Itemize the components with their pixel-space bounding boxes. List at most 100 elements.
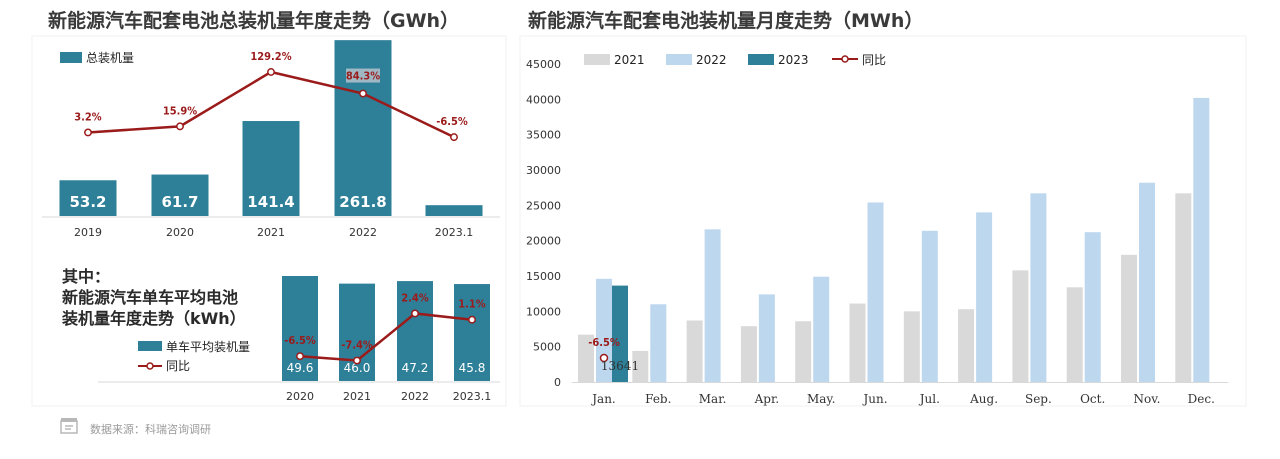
x-tick-label: 2022 — [349, 226, 377, 239]
bar-avg-label: 46.0 — [344, 361, 371, 375]
x-tick-label-month: Oct. — [1080, 392, 1105, 406]
x-tick-label-sub: 2021 — [343, 390, 371, 403]
yoy-label-sub: 2.4% — [401, 291, 429, 304]
bar-month-2021 — [578, 334, 594, 382]
yoy-point — [450, 133, 458, 142]
x-tick-label-month: Nov. — [1134, 392, 1161, 406]
bar-month-2022 — [1084, 232, 1101, 382]
bar-total — [242, 121, 300, 216]
y-tick-label: 45000 — [526, 58, 561, 71]
x-tick-label-month: Jun. — [861, 392, 887, 406]
bar-total — [425, 205, 483, 216]
y-tick-label: 40000 — [526, 93, 561, 106]
bar-avg-label: 49.6 — [287, 361, 314, 375]
x-tick-label-month: Apr. — [754, 392, 780, 406]
bar-month-2021 — [1066, 287, 1083, 382]
y-tick-label: 15000 — [526, 270, 561, 283]
x-tick-label-month: Aug. — [969, 392, 998, 406]
x-tick-label-month: Dec. — [1188, 392, 1215, 406]
x-tick-label-month: Sep. — [1025, 392, 1052, 406]
left-chart-title: 新能源汽车配套电池总装机量年度走势（GWh） — [48, 10, 460, 32]
bar-month-2021 — [686, 320, 703, 382]
bar-month-2021 — [632, 350, 649, 382]
yoy-point-sub — [353, 356, 361, 365]
yoy-label-bg — [346, 68, 380, 83]
x-tick-label-sub: 2020 — [286, 390, 314, 403]
bar-avg — [282, 276, 318, 381]
data-source: 数据来源：科瑞咨询调研 — [90, 423, 211, 436]
x-tick-label-month: Mar. — [699, 392, 727, 406]
yoy-label: 3.2% — [74, 110, 102, 123]
yoy-point — [84, 128, 92, 137]
bar-month-2022 — [813, 276, 830, 382]
yoy-point — [359, 89, 367, 98]
yoy-label: -6.5% — [436, 115, 468, 128]
yoy-point-2023 — [599, 353, 609, 363]
source-icon — [60, 418, 78, 434]
sub-title-line-2: 新能源汽车单车平均电池 — [62, 288, 239, 307]
sub-title-line-3: 装机量年度走势（kWh） — [62, 309, 246, 328]
bar-avg-label: 45.8 — [459, 361, 486, 375]
y-tick-label: 0 — [554, 376, 561, 389]
bar-total — [334, 40, 392, 217]
yoy-label-sub: 1.1% — [458, 298, 486, 311]
x-tick-label: 2020 — [166, 226, 194, 239]
bar-month-2022 — [1193, 97, 1210, 383]
legend-swatch-2021 — [584, 54, 610, 65]
yoy-point-sub — [411, 309, 419, 318]
yoy-point-sub — [468, 315, 476, 324]
bar-month-2021 — [1121, 254, 1137, 382]
bar-month-2022 — [596, 278, 612, 382]
legend-swatch-2022 — [666, 54, 692, 65]
bar-month-2021 — [849, 303, 866, 382]
x-tick-label-month: Jan. — [590, 392, 616, 406]
bar-month-2021 — [1012, 270, 1029, 382]
bar-total-label: 261.8 — [339, 193, 386, 211]
value-label-2023: 13641 — [601, 359, 639, 373]
bar-month-2021 — [958, 309, 975, 382]
legend-swatch-total — [60, 52, 82, 63]
legend-label-2023: 2023 — [778, 53, 809, 67]
legend-label-yoy: 同比 — [166, 359, 190, 373]
y-tick-label: 10000 — [526, 305, 561, 318]
yoy-label: 129.2% — [250, 50, 291, 63]
yoy-point — [176, 122, 184, 131]
bar-total-label: 61.7 — [161, 193, 198, 211]
x-tick-label: 2021 — [257, 226, 285, 239]
bar-month-2022 — [976, 212, 993, 382]
left-panel — [31, 35, 507, 407]
y-tick-label: 30000 — [526, 164, 561, 177]
bar-month-2023 — [612, 285, 628, 382]
legend-swatch-2023 — [748, 54, 774, 65]
bar-month-2021 — [795, 321, 812, 382]
legend-label-yoy-right: 同比 — [862, 53, 886, 67]
yoy-line-sub — [299, 312, 473, 362]
legend-label-avg: 单车平均装机量 — [166, 339, 250, 354]
y-tick-label: 5000 — [533, 341, 561, 354]
x-tick-label-sub: 2023.1 — [453, 390, 492, 403]
yoy-label: 15.9% — [163, 104, 197, 117]
bar-month-2021 — [1175, 193, 1192, 382]
bar-total — [151, 174, 209, 216]
bar-month-2022 — [867, 202, 884, 382]
yoy-label-2023: -6.5% — [588, 336, 620, 349]
x-tick-label-month: Jul. — [918, 392, 940, 406]
x-tick-label: 2023.1 — [435, 226, 474, 239]
legend-marker-yoy — [146, 362, 154, 370]
x-tick-label-month: Feb. — [645, 392, 671, 406]
bar-total-label: 141.4 — [247, 193, 294, 211]
sub-chart-title: 其中： 新能源汽车单车平均电池 装机量年度走势（kWh） — [62, 266, 246, 329]
bar-month-2022 — [1030, 193, 1047, 382]
x-tick-label-sub: 2022 — [401, 390, 429, 403]
bar-month-2022 — [650, 304, 667, 382]
yoy-label-sub: -7.4% — [341, 339, 373, 352]
bar-month-2022 — [1139, 182, 1155, 382]
bar-total — [59, 180, 117, 216]
legend-label-2021: 2021 — [614, 53, 645, 67]
yoy-label: 84.3% — [346, 70, 380, 83]
legend-label-2022: 2022 — [696, 53, 727, 67]
yoy-point — [267, 68, 275, 76]
bar-avg — [397, 281, 433, 381]
x-tick-label-month: May. — [807, 392, 835, 406]
bar-avg-label: 47.2 — [402, 361, 429, 375]
